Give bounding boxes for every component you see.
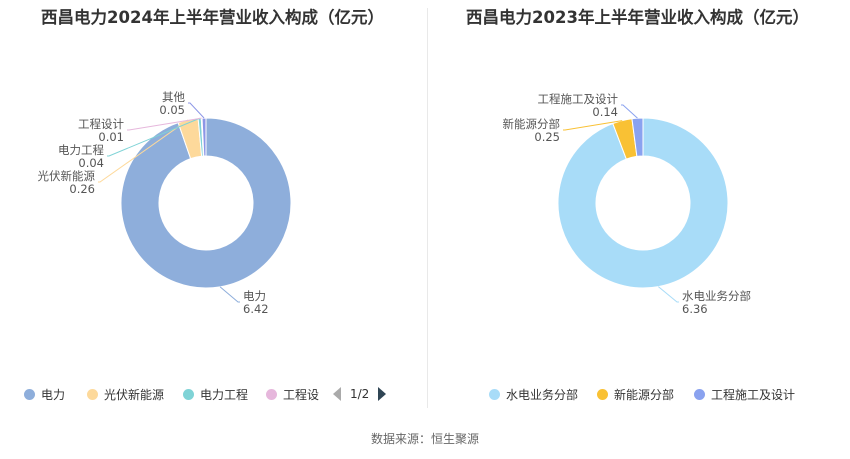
legend-label: 光伏新能源 <box>104 387 165 402</box>
legend-item-power-engineering[interactable]: 电力工程 <box>183 384 248 404</box>
legend-marker <box>597 388 608 400</box>
legend-marker <box>266 388 277 400</box>
label-leader-line <box>188 102 205 119</box>
label-leader-line <box>98 119 189 183</box>
legend-item-power[interactable]: 电力 <box>24 384 65 404</box>
legend-label: 电力工程 <box>200 387 249 402</box>
legend-marker <box>87 388 98 400</box>
prev-page-icon[interactable] <box>333 387 341 401</box>
slice-name-label: 工程施工及设计 <box>538 92 619 106</box>
legend-marker <box>183 388 194 400</box>
slice-name-label: 其他 <box>162 90 185 104</box>
slice-value-label: 0.14 <box>592 105 618 119</box>
slice-name-label: 电力 <box>243 289 266 303</box>
legend-2024: 电力 光伏新能源 电力工程 工程设 1/2 <box>0 384 425 404</box>
slice-name-label: 水电业务分部 <box>682 289 751 303</box>
legend-marker <box>694 388 705 400</box>
panel-divider <box>427 8 428 408</box>
chart-title-2024: 西昌电力2024年上半年营业收入构成（亿元） <box>41 8 384 27</box>
label-leader-line <box>563 120 623 131</box>
legend-page-indicator: 1/2 <box>350 387 370 401</box>
slice-value-label: 0.01 <box>98 130 124 144</box>
legend-label: 工程设 <box>283 387 320 402</box>
chart-panel-2024: 西昌电力2024年上半年营业收入构成（亿元） 电力 6.42 光伏新能源 0.26 电力… <box>0 0 425 410</box>
legend-item-engineering-design[interactable]: 工程设 <box>266 384 323 404</box>
legend-2023: 水电业务分部 新能源分部 工程施工及设计 <box>425 384 850 404</box>
slice-value-label: 0.25 <box>534 130 560 144</box>
legend-pager: 1/2 <box>333 384 387 404</box>
slice-name-label: 光伏新能源 <box>38 169 96 183</box>
slice-name-label: 电力工程 <box>58 143 104 157</box>
slice-name-label: 新能源分部 <box>503 117 561 131</box>
slice-value-label: 0.26 <box>69 182 95 196</box>
legend-item-hydropower[interactable]: 水电业务分部 <box>489 384 578 404</box>
label-leader-line <box>219 286 240 303</box>
slice-value-label: 0.05 <box>159 103 185 117</box>
donut-slice[interactable] <box>631 117 644 157</box>
legend-marker <box>489 388 500 400</box>
legend-label: 新能源分部 <box>614 387 675 402</box>
slice-value-label: 6.42 <box>243 302 269 316</box>
chart-panel-2023: 西昌电力2023年上半年营业收入构成（亿元） 水电业务分部 6.36 新能源分部 0.… <box>425 0 850 410</box>
legend-label: 电力 <box>41 387 66 402</box>
label-leader-line <box>127 117 202 131</box>
legend-item-new-energy[interactable]: 新能源分部 <box>597 384 674 404</box>
chart-title-2023: 西昌电力2023年上半年营业收入构成（亿元） <box>466 8 809 27</box>
next-page-icon[interactable] <box>378 387 387 401</box>
legend-label: 水电业务分部 <box>506 387 579 402</box>
legend-item-construction-design[interactable]: 工程施工及设计 <box>694 384 795 404</box>
legend-item-solar[interactable]: 光伏新能源 <box>87 384 164 404</box>
label-leader-line <box>658 286 679 303</box>
label-leader-line <box>621 104 638 119</box>
donut-slice[interactable] <box>557 117 729 289</box>
label-leader-line <box>107 117 200 157</box>
legend-marker <box>24 388 35 400</box>
data-source: 数据来源：恒生聚源 <box>370 432 479 446</box>
donut-slice[interactable] <box>120 117 292 289</box>
slice-name-label: 工程设计 <box>78 117 124 131</box>
slice-value-label: 6.36 <box>682 302 708 316</box>
slice-value-label: 0.04 <box>78 156 104 170</box>
legend-label: 工程施工及设计 <box>711 387 796 402</box>
